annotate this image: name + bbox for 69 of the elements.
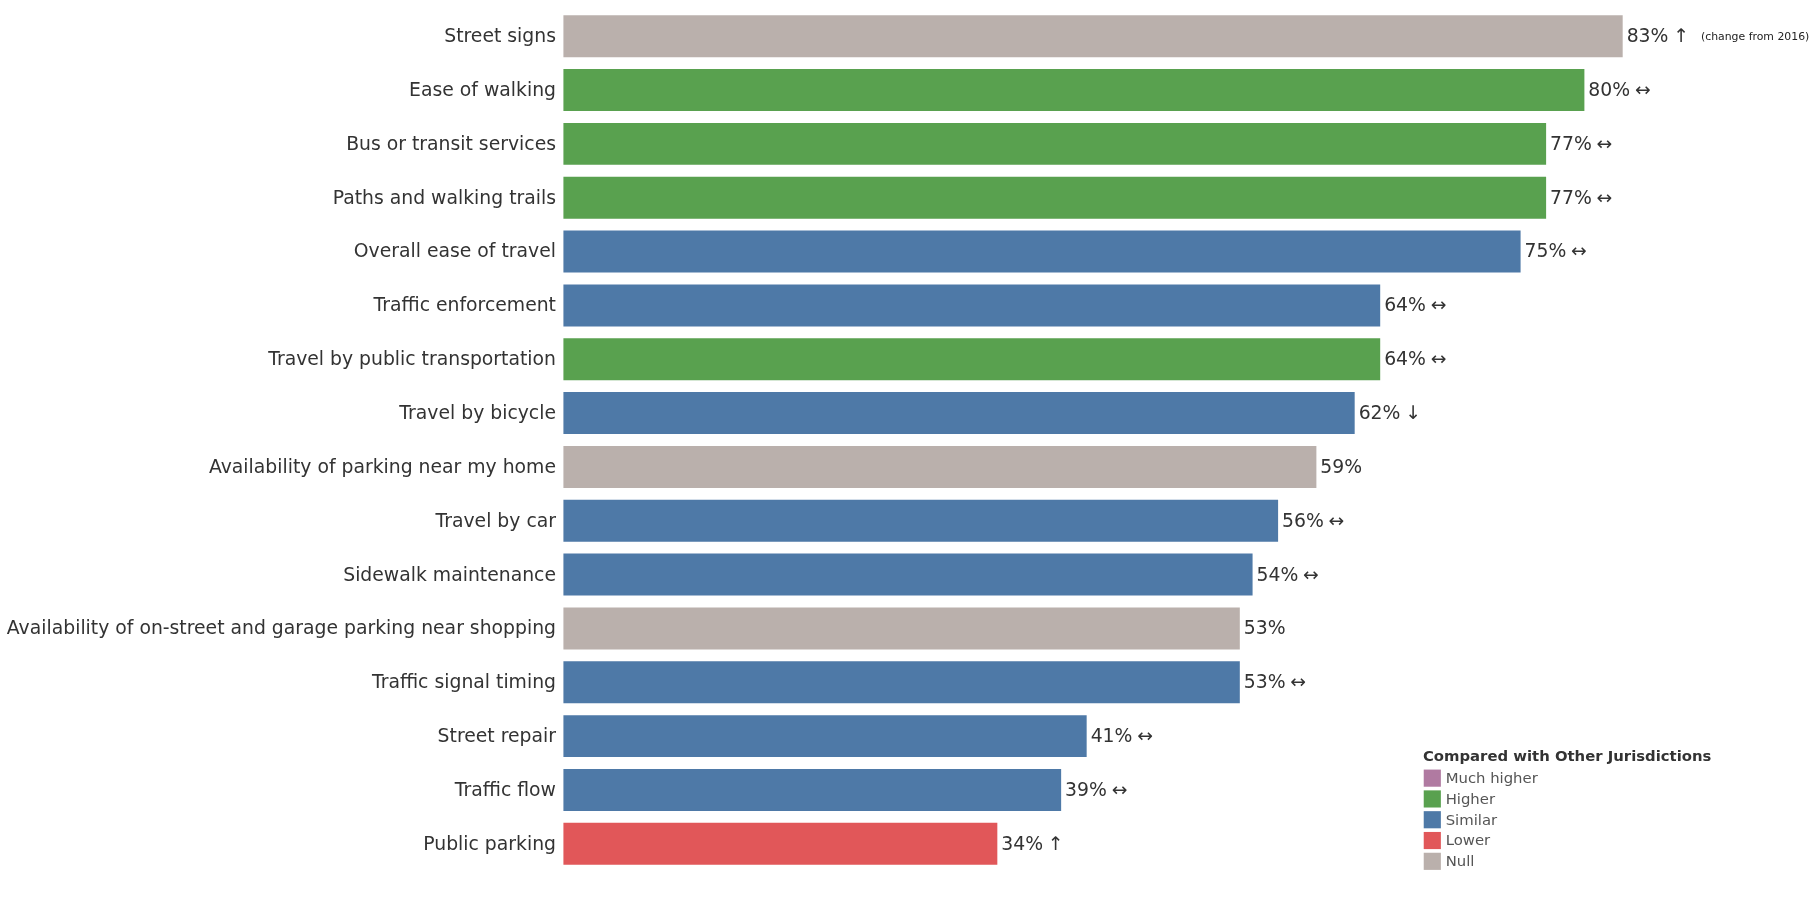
data-label: 77%	[1550, 186, 1592, 208]
y-tick-label: Street signs	[444, 25, 556, 47]
y-tick-label: Overall ease of travel	[353, 240, 556, 262]
data-label: 62%	[1358, 402, 1401, 424]
bar	[563, 445, 1317, 488]
y-tick-label: Paths and walking trails	[332, 186, 556, 208]
data-label: 56%	[1282, 509, 1324, 531]
y-tick-label: Availability of on-street and garage parking near shopping	[6, 617, 556, 639]
bar	[563, 768, 1062, 811]
annotation: ↔	[1596, 132, 1613, 154]
y-tick-label: Ease of walking	[409, 78, 556, 100]
y-tick-label: Traffic flow	[453, 778, 556, 800]
annotation: ↔	[1430, 348, 1447, 370]
legend-label: Similar	[1445, 810, 1499, 829]
bar	[563, 661, 1240, 704]
data-label: 53%	[1243, 617, 1286, 639]
y-tick-label: Public parking	[423, 832, 556, 854]
annotation: ↔	[1137, 725, 1153, 747]
y-tick-label: Traffic enforcement	[372, 294, 556, 316]
annotation: ↔	[1303, 563, 1319, 585]
y-tick-label: Travel by bicycle	[398, 402, 556, 424]
bar	[563, 176, 1547, 219]
y-tick-label: Bus or transit services	[346, 132, 556, 154]
data-label: 54%	[1256, 563, 1299, 585]
annotation: ↔	[1596, 186, 1613, 208]
bar	[563, 499, 1279, 542]
legend-title: Compared with Other Jurisdictions	[1422, 746, 1712, 765]
data-label: 34%	[1001, 832, 1044, 854]
legend-label: Null	[1445, 852, 1475, 871]
bar	[563, 338, 1381, 381]
annotation: ↔	[1290, 671, 1307, 693]
y-tick-label: Sidewalk maintenance	[343, 563, 556, 585]
bar	[563, 15, 1623, 58]
y-tick-label: Availability of parking near my home	[208, 455, 556, 477]
data-label: 64%	[1384, 348, 1426, 370]
data-label: 75%	[1524, 240, 1567, 262]
data-label: 83%	[1626, 25, 1669, 47]
y-tick-label: Street repair	[437, 725, 557, 747]
bar	[563, 607, 1240, 650]
bar	[563, 230, 1521, 273]
text: (change from 2016)	[1700, 30, 1810, 44]
y-tick-label: Travel by public transportation	[267, 348, 556, 370]
data-label: 80%	[1588, 78, 1631, 100]
bar	[563, 715, 1087, 758]
annotation: ↑	[1047, 832, 1064, 854]
data-label: 39%	[1065, 778, 1107, 800]
bar	[563, 69, 1585, 112]
data-label: 53%	[1243, 671, 1286, 693]
annotation: ↔	[1111, 778, 1128, 800]
bar	[563, 122, 1547, 165]
data-label: 77%	[1550, 132, 1592, 154]
bar	[563, 822, 998, 865]
y-tick-label: Traffic signal timing	[370, 671, 556, 693]
annotation: ↔	[1430, 294, 1447, 316]
legend-label: Higher	[1445, 789, 1496, 808]
annotation: ↓	[1405, 402, 1421, 424]
data-label: 64%	[1384, 294, 1426, 316]
data-label: 59%	[1320, 455, 1363, 477]
annotation: ↔	[1328, 509, 1345, 531]
y-tick-label: Travel by car	[434, 509, 557, 531]
bar	[563, 392, 1355, 435]
annotation: ↔	[1634, 78, 1651, 100]
legend-label: Much higher	[1445, 769, 1539, 788]
bar	[563, 553, 1253, 596]
annotation: ↑	[1673, 25, 1689, 47]
annotation: ↔	[1571, 240, 1587, 262]
legend-label: Lower	[1445, 831, 1492, 850]
data-label: 41%	[1090, 725, 1133, 747]
bar	[563, 284, 1381, 327]
